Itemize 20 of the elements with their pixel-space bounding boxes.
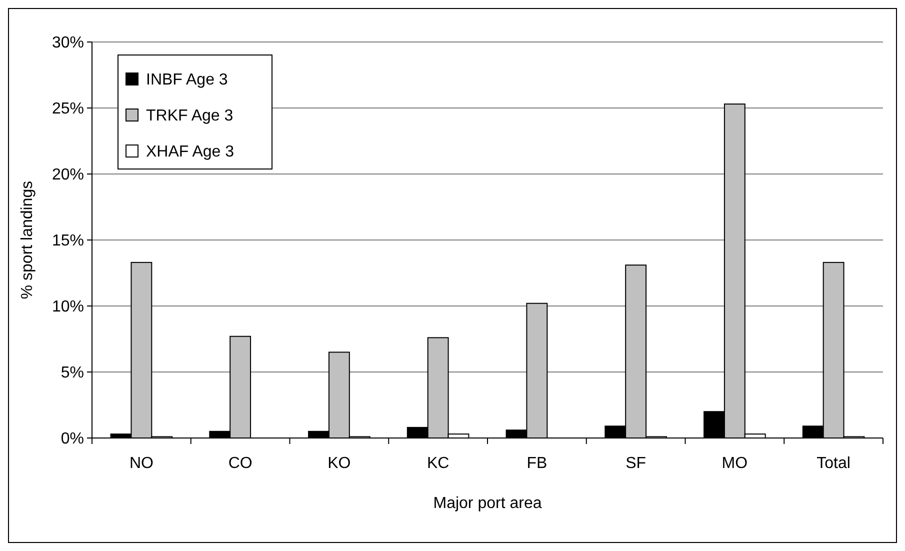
x-tick-label: KC xyxy=(426,455,450,472)
y-tick-label: 30% xyxy=(52,34,84,52)
legend-label: XHAF Age 3 xyxy=(146,144,234,161)
x-axis-title: Major port area xyxy=(433,495,542,512)
x-tick-label: MO xyxy=(722,455,748,472)
y-tick-label: 15% xyxy=(52,232,84,250)
legend-label: TRKF Age 3 xyxy=(146,108,234,125)
y-tick-label: 10% xyxy=(52,298,84,316)
legend-label: INBF Age 3 xyxy=(146,72,228,89)
x-tick-label: SF xyxy=(626,455,646,472)
x-tick-label: NO xyxy=(129,455,154,472)
x-tick-label: Total xyxy=(816,455,850,472)
y-axis-title: % sport landings xyxy=(19,180,36,300)
y-tick-label: 25% xyxy=(52,100,84,118)
y-tick-label: 0% xyxy=(60,430,84,448)
y-tick-label: 5% xyxy=(60,364,84,382)
x-tick-label: KO xyxy=(328,455,351,472)
x-tick-label: CO xyxy=(228,455,252,472)
y-tick-label: 20% xyxy=(52,166,84,184)
x-tick-label: FB xyxy=(526,455,548,472)
